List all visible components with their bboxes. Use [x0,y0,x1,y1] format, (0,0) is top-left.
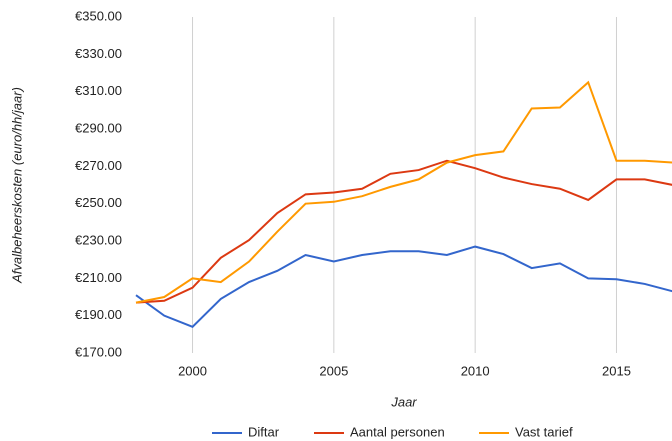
line [135,159,672,304]
x-tick-label: 2010 [461,363,490,378]
x-tick-label: 2015 [602,363,631,378]
legend-label: Aantal personen [350,424,445,439]
y-axis-title: Afvalbeheerskosten (euro/hh/jaar) [9,87,24,284]
y-tick-label: €350.00 [75,8,122,23]
legend-label: Vast tarief [515,424,573,439]
line [135,245,672,329]
x-tick-label: 2000 [178,363,207,378]
y-tick-label: €290.00 [75,120,122,135]
y-tick-label: €330.00 [75,46,122,61]
legend-label: Diftar [248,424,280,439]
x-tick-label: 2005 [319,363,348,378]
x-axis-title: Jaar [390,394,417,409]
y-tick-label: €310.00 [75,83,122,98]
y-tick-label: €250.00 [75,195,122,210]
y-tick-label: €270.00 [75,158,122,173]
y-tick-label: €210.00 [75,270,122,285]
line [135,80,672,304]
y-tick-label: €230.00 [75,232,122,247]
y-tick-label: €190.00 [75,307,122,322]
y-tick-label: €170.00 [75,344,122,359]
